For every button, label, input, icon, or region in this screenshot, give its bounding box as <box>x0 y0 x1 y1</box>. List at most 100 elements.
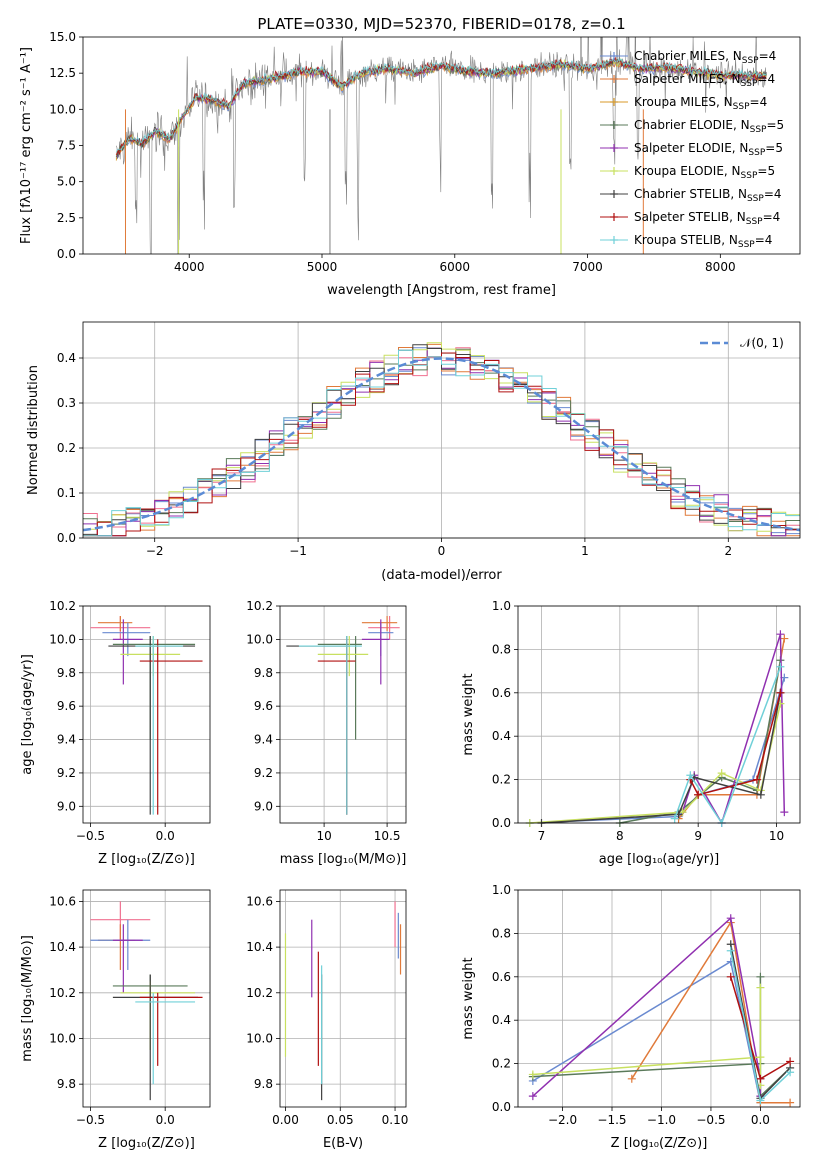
plus-marker <box>752 775 761 784</box>
x-tick-label: 0.0 <box>156 1113 175 1127</box>
x-tick-label: 10.5 <box>374 829 401 843</box>
plus-marker <box>756 983 765 992</box>
plus-marker <box>756 790 765 799</box>
x-tick-label: 0.0 <box>156 829 175 843</box>
x-tick-label: 0.00 <box>272 1113 299 1127</box>
x-tick-label: 0 <box>438 544 446 558</box>
y-tick-label: 10.6 <box>246 894 273 908</box>
plus-marker <box>610 190 618 198</box>
massweight-vs-age-plot <box>525 630 789 827</box>
plus-marker <box>756 1053 765 1062</box>
massweight-vs-Z-axes: −2.0 −1.5 −1.0 −0.5 0.0 0.0 0.2 0.4 0.6 0.8 1.0 Z [… <box>461 883 801 1151</box>
plus-marker <box>610 121 618 129</box>
y-tick-label: 0.4 <box>492 729 511 743</box>
mass-weight-line <box>529 703 782 824</box>
y-axis-label: age [log₁₀(age/yr)] <box>20 654 35 775</box>
x-tick-label: 10 <box>769 829 784 843</box>
y-tick-label: 10.2 <box>49 986 76 1000</box>
error-cross <box>298 636 362 815</box>
mass-weight-line <box>673 666 782 825</box>
spectrum-plot <box>115 37 768 254</box>
y-tick-label: 0.2 <box>492 773 511 787</box>
y-tick-label: 10.0 <box>49 632 76 646</box>
y-tick-label: 9.6 <box>254 699 273 713</box>
legend-label: Salpeter STELIB, NSSP=4 <box>634 210 780 227</box>
error-cross <box>112 924 143 993</box>
y-tick-label: 9.8 <box>254 666 273 680</box>
y-tick-label: 0.4 <box>57 351 76 365</box>
x-axis-label: Z [log₁₀(Z/Z⊙)] <box>98 1136 195 1151</box>
age-vs-mass-plot <box>286 616 400 815</box>
x-tick-label: −0.5 <box>696 1113 725 1127</box>
mass-vs-Z-axes: −0.5 0.0 9.8 10.0 10.2 10.4 10.6 Z [log₁₀(Z/Z⊙)… <box>20 889 211 1151</box>
y-tick-label: 9.8 <box>57 1077 76 1091</box>
y-tick-label: 5.0 <box>57 175 76 189</box>
mass-weight-line <box>532 976 791 1098</box>
mass-vs-EBV-axes: 0.00 0.05 0.10 9.8 10.0 10.2 10.4 10.6 E(B-V) <box>246 889 408 1151</box>
plus-marker <box>627 1074 636 1083</box>
y-tick-label: 1.0 <box>492 883 511 897</box>
plus-marker <box>726 914 735 923</box>
x-tick-label: 7000 <box>572 260 603 274</box>
y-tick-label: 10.4 <box>49 940 76 954</box>
y-tick-label: 0.2 <box>492 1057 511 1071</box>
x-tick-label: −2.0 <box>548 1113 577 1127</box>
error-cross <box>135 636 184 815</box>
y-tick-label: 10.4 <box>246 940 273 954</box>
plus-marker <box>756 972 765 981</box>
x-tick-label: 8000 <box>705 260 736 274</box>
x-tick-label: 10 <box>316 829 331 843</box>
mass-weight-line <box>619 660 782 824</box>
y-tick-label: 0.2 <box>57 441 76 455</box>
axes-frame <box>82 889 211 1108</box>
plus-marker <box>610 213 618 221</box>
x-tick-label: −1 <box>289 544 307 558</box>
y-tick-label: 9.8 <box>57 666 76 680</box>
error-cross <box>112 619 143 685</box>
residuals-axes: −2 −1 0 1 2 0.0 0.1 0.2 0.3 0.4 (data-model)/error… <box>26 321 801 583</box>
legend: Chabrier MILES, NSSP=4 Salpeter MILES, NS… <box>600 49 784 250</box>
y-tick-label: 0.0 <box>57 247 76 261</box>
plus-marker <box>756 1074 765 1083</box>
x-axis-label: age [log₁₀(age/yr)] <box>599 852 720 867</box>
y-tick-label: 7.5 <box>57 139 76 153</box>
chart-title: PLATE=0330, MJD=52370, FIBERID=0178, z=0… <box>257 15 625 33</box>
model-spectrum-line <box>115 58 767 153</box>
plus-marker <box>780 634 789 643</box>
age-vs-Z-plot <box>90 616 203 815</box>
plus-marker <box>610 75 618 83</box>
y-tick-label: 10.0 <box>246 632 273 646</box>
x-tick-label: −1.0 <box>647 1113 676 1127</box>
axes-frame <box>82 321 801 539</box>
y-tick-label: 9.2 <box>254 766 273 780</box>
plus-marker <box>670 814 679 823</box>
plus-marker <box>726 946 735 955</box>
plus-marker <box>786 1057 795 1066</box>
y-tick-label: 9.4 <box>254 733 273 747</box>
y-tick-label: 0.0 <box>492 816 511 830</box>
legend-label: Kroupa STELIB, NSSP=4 <box>634 233 772 250</box>
x-tick-label: −1.5 <box>597 1113 626 1127</box>
plus-marker <box>726 972 735 981</box>
error-cross <box>97 616 133 632</box>
mass-weight-line <box>541 692 782 824</box>
y-tick-label: 2.5 <box>57 211 76 225</box>
error-cross <box>139 639 203 815</box>
error-cross <box>317 639 356 815</box>
y-tick-label: 0.1 <box>57 486 76 500</box>
plus-marker <box>610 144 618 152</box>
gaussian-curve <box>83 357 800 532</box>
x-tick-label: −0.5 <box>76 829 105 843</box>
y-tick-label: 0.0 <box>492 1100 511 1114</box>
massweight-vs-Z-plot <box>528 914 795 1107</box>
y-tick-label: 12.5 <box>49 66 76 80</box>
plus-marker <box>786 1068 795 1077</box>
axes-frame <box>82 605 211 824</box>
x-tick-label: 7 <box>538 829 546 843</box>
legend-label: Chabrier MILES, NSSP=4 <box>634 49 776 66</box>
x-tick-label: 8 <box>616 829 624 843</box>
axes-frame <box>279 605 407 824</box>
error-cross <box>317 636 362 740</box>
plus-marker <box>694 790 703 799</box>
